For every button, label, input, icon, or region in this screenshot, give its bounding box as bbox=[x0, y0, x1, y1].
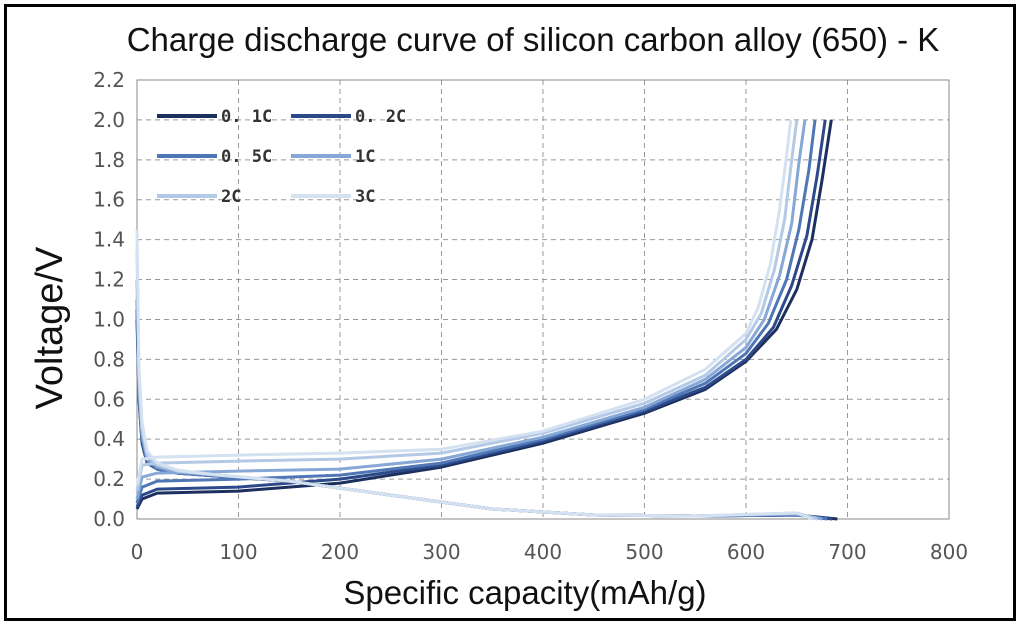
legend-label-3: 1C bbox=[355, 147, 375, 167]
x-tick-label: 200 bbox=[321, 540, 359, 564]
legend-label-0: 0. 1C bbox=[221, 107, 272, 127]
y-tick-label: 1.6 bbox=[93, 188, 125, 212]
x-tick-label: 800 bbox=[930, 540, 968, 564]
series-charge-line-4 bbox=[135, 119, 799, 492]
series-charge-line-1 bbox=[135, 119, 827, 508]
legend-label-5: 3C bbox=[355, 187, 375, 207]
y-tick-label: 2.2 bbox=[93, 68, 125, 92]
x-tick-label: 300 bbox=[422, 540, 460, 564]
chart-frame: Charge discharge curve of silicon carbon… bbox=[4, 4, 1016, 621]
series-charge-line-5 bbox=[135, 119, 793, 486]
y-axis-title: Voltage/V bbox=[29, 246, 71, 409]
chart-title: Charge discharge curve of silicon carbon… bbox=[126, 21, 940, 58]
series-charge-line-0 bbox=[135, 119, 833, 510]
y-tick-label: 1.4 bbox=[93, 228, 125, 252]
y-tick-label: 1.2 bbox=[93, 268, 125, 292]
x-tick-label: 400 bbox=[524, 540, 562, 564]
series-discharge-line-5 bbox=[135, 229, 813, 521]
x-tick-label: 500 bbox=[625, 540, 663, 564]
legend-label-4: 2C bbox=[221, 187, 241, 207]
y-tick-label: 0.8 bbox=[93, 347, 125, 371]
legend-label-1: 0. 2C bbox=[355, 107, 406, 127]
legend-label-2: 0. 5C bbox=[221, 147, 272, 167]
series-lines bbox=[135, 119, 838, 521]
x-tick-label: 600 bbox=[727, 540, 765, 564]
y-tick-label: 0.2 bbox=[93, 467, 125, 491]
y-tick-label: 2.0 bbox=[93, 108, 125, 132]
y-tick-label: 0.6 bbox=[93, 387, 125, 411]
x-tick-label: 100 bbox=[219, 540, 257, 564]
y-tick-label: 1.0 bbox=[93, 307, 125, 331]
x-axis-title: Specific capacity(mAh/g) bbox=[343, 574, 706, 611]
x-tick-label: 0 bbox=[131, 540, 144, 564]
tick-labels: 0.0 0.2 0.4 0.6 0.8 1.0 1.2 1.4 1.6 1.8 2.0 2.2 0 100… bbox=[93, 68, 968, 564]
y-tick-label: 1.8 bbox=[93, 148, 125, 172]
series-charge-line-2 bbox=[135, 119, 817, 504]
x-tick-label: 700 bbox=[828, 540, 866, 564]
legend: 0. 1C 0. 2C 0. 5C 1C 2C 3C bbox=[157, 107, 406, 207]
grid-lines bbox=[137, 80, 949, 519]
y-tick-label: 0.4 bbox=[93, 427, 125, 451]
series-charge-line-3 bbox=[135, 119, 807, 500]
y-tick-label: 0.0 bbox=[93, 507, 125, 531]
series-discharge-line-0 bbox=[135, 319, 838, 521]
